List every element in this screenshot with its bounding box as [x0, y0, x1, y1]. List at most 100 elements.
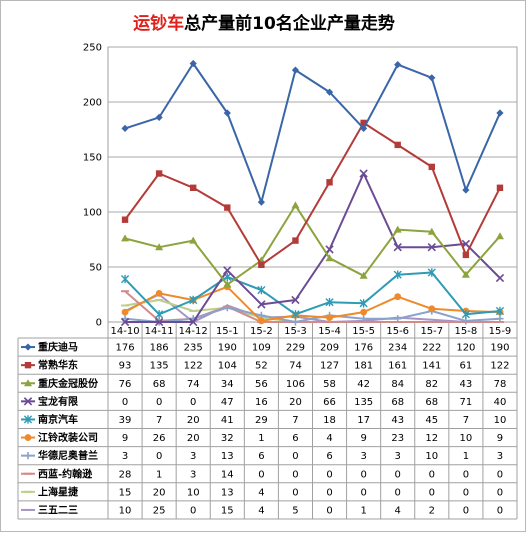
data-table-value: 0: [258, 469, 264, 480]
data-table-value: 186: [150, 343, 169, 354]
chart-title: 运钞车总产量前10名企业产量走势: [1, 9, 526, 34]
data-table-value: 16: [255, 397, 268, 408]
data-table-value: 3: [360, 451, 366, 462]
data-table-value: 7: [292, 415, 298, 426]
data-table-value: 0: [463, 487, 469, 498]
series-line: [124, 306, 501, 323]
data-table-value: 4: [258, 505, 264, 516]
data-point: [190, 184, 197, 191]
data-table-value: 13: [221, 487, 234, 498]
data-table-value: 10: [460, 433, 473, 444]
data-table-value: 0: [326, 487, 332, 498]
data-table-value: 1: [258, 433, 264, 444]
series-name-label: 宝龙有限: [38, 395, 79, 408]
data-point: [495, 232, 504, 240]
data-point: [496, 315, 504, 323]
data-point: [326, 179, 333, 186]
data-table-value: 82: [425, 379, 438, 390]
data-point: [291, 201, 300, 209]
data-point: [154, 317, 164, 327]
data-table-value: 190: [218, 343, 237, 354]
data-point: [495, 306, 505, 316]
data-point: [461, 310, 470, 319]
data-point: [360, 119, 367, 127]
data-table-value: 0: [463, 469, 469, 480]
data-table-value: 0: [497, 505, 503, 516]
data-table-value: 71: [460, 397, 473, 408]
data-table-value: 181: [354, 361, 373, 372]
plot-area: [107, 46, 518, 323]
data-table-value: 66: [323, 397, 336, 408]
data-table-value: 0: [395, 487, 401, 498]
data-table-value: 84: [391, 379, 404, 390]
data-table-value: 32: [221, 433, 234, 444]
series-name-label: 西蓝-约翰逊: [38, 467, 92, 480]
data-point: [120, 274, 130, 284]
data-point: [223, 109, 231, 117]
data-table-value: 1: [463, 451, 469, 462]
data-point: [496, 109, 504, 117]
x-tick-label: 14-11: [145, 326, 174, 337]
data-table-value: 23: [391, 433, 404, 444]
data-table-value: 43: [391, 415, 404, 426]
data-point: [359, 271, 368, 279]
data-table-value: 222: [422, 343, 441, 354]
data-table-value: 47: [221, 397, 234, 408]
data-point: [189, 295, 198, 305]
series-name-label: 重庆迪马: [38, 341, 78, 354]
y-tick-label: 150: [83, 153, 102, 164]
data-table-value: 78: [494, 379, 507, 390]
data-table-value: 9: [360, 433, 366, 444]
data-table-value: 3: [122, 451, 128, 462]
data-table-value: 235: [184, 343, 203, 354]
x-tick-label: 15-6: [386, 326, 409, 337]
data-point: [292, 237, 299, 244]
data-table-value: 52: [255, 361, 268, 372]
data-table-value: 29: [255, 415, 268, 426]
data-table-value: 26: [153, 433, 166, 444]
x-tick-label: 15-5: [352, 326, 375, 337]
data-point: [291, 66, 300, 74]
data-table-value: 122: [490, 361, 509, 372]
data-table-value: 0: [463, 505, 469, 516]
data-table-value: 0: [497, 469, 503, 480]
data-point: [359, 169, 368, 178]
data-table-value: 43: [460, 379, 473, 390]
data-table-value: 15: [119, 487, 132, 498]
data-table-value: 45: [425, 415, 438, 426]
data-table-value: 13: [221, 451, 234, 462]
data-point: [189, 59, 197, 68]
legend-key-marker: [23, 415, 33, 424]
series-name-label: 上海星捷: [38, 485, 79, 498]
data-table-value: 20: [153, 487, 166, 498]
series-line: [124, 271, 501, 316]
data-table-value: 20: [187, 433, 200, 444]
data-point: [427, 268, 436, 277]
x-tick-label: 15-1: [216, 326, 239, 337]
y-tick-label: 0: [96, 318, 102, 329]
series-name-label: 江铃改装公司: [38, 431, 98, 444]
data-table-value: 0: [292, 487, 298, 498]
data-point: [257, 198, 265, 206]
data-table-value: 5: [292, 505, 298, 516]
data-point: [189, 236, 198, 244]
data-point: [326, 314, 333, 321]
data-point: [394, 293, 402, 301]
data-table-value: 106: [286, 379, 305, 390]
x-tick-label: 14-10: [111, 326, 140, 337]
data-table-value: 12: [425, 433, 438, 444]
data-point: [427, 243, 436, 252]
data-table-value: 34: [221, 379, 234, 390]
data-point: [257, 285, 266, 295]
x-tick-label: 15-7: [420, 326, 443, 337]
data-point: [223, 266, 232, 275]
data-table-value: 3: [190, 451, 196, 462]
series-line: [124, 121, 501, 266]
data-point: [360, 315, 368, 323]
legend-key-marker: [24, 343, 32, 351]
data-point: [325, 254, 334, 262]
data-table-value: 20: [187, 415, 200, 426]
data-table-value: 58: [323, 379, 336, 390]
data-table-value: 14: [221, 469, 234, 480]
y-tick-label: 100: [83, 208, 102, 219]
